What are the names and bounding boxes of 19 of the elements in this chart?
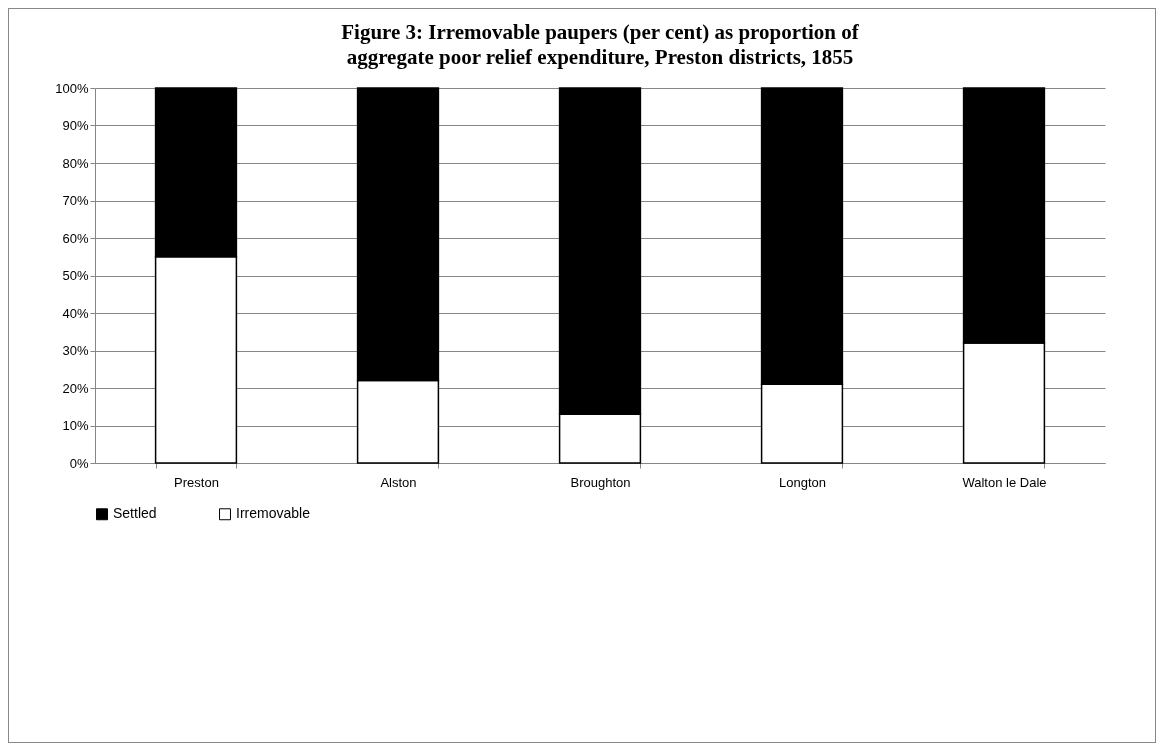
y-tick-label: 90% bbox=[62, 118, 89, 133]
x-tick-label: Alston bbox=[380, 474, 417, 490]
y-tick-label: 70% bbox=[62, 193, 89, 208]
x-tick-label: Longton bbox=[779, 474, 826, 490]
y-tick-label: 50% bbox=[62, 268, 89, 283]
y-tick-label: 20% bbox=[62, 380, 89, 396]
chart-title: Figure 3: Irremovable paupers (per cent) as proportion of aggregate poor relief expenditure, Preston districts, 1855 bbox=[341, 20, 860, 69]
y-tick-label: 80% bbox=[62, 155, 89, 171]
y-tick-label: 10% bbox=[62, 418, 89, 433]
y-tick-label: 0% bbox=[69, 455, 89, 471]
legend-label: Irremovable bbox=[236, 505, 311, 522]
x-tick-label: Preston bbox=[174, 474, 219, 490]
y-tick-label: 100% bbox=[55, 80, 89, 96]
legend-label: Settled bbox=[113, 505, 157, 522]
y-tick-label: 40% bbox=[62, 305, 89, 321]
x-tick-label: Broughton bbox=[570, 474, 631, 490]
y-tick-label: 30% bbox=[62, 343, 89, 358]
y-tick-label: 60% bbox=[62, 230, 89, 246]
x-tick-label: Walton le Dale bbox=[962, 474, 1047, 490]
